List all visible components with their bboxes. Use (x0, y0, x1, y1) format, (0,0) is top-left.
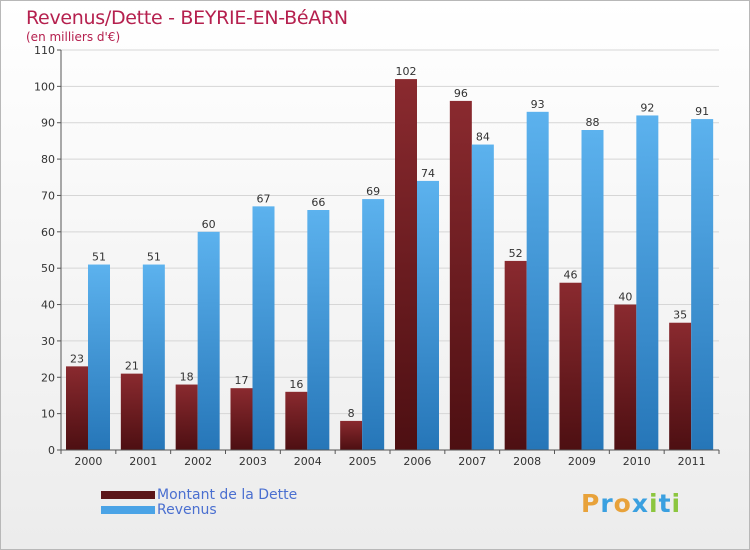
x-tick-label: 2000 (74, 455, 102, 468)
grid-lines (61, 49, 719, 451)
y-tick-label: 10 (41, 408, 55, 421)
y-tick-label: 80 (41, 153, 55, 166)
bar-dette (230, 388, 253, 450)
data-label: 66 (311, 196, 325, 209)
y-tick-label: 100 (34, 80, 55, 93)
data-label: 69 (366, 185, 380, 198)
x-tick-label: 2009 (568, 455, 596, 468)
x-tick-label: 2001 (129, 455, 157, 468)
x-tick-label: 2008 (513, 455, 541, 468)
bar-dette (395, 79, 417, 450)
y-tick-label: 40 (41, 299, 55, 312)
data-label: 16 (289, 378, 303, 391)
chart-title: Revenus/Dette - BEYRIE-EN-BéARN (26, 7, 348, 29)
x-axis: 2000 2001 2002 2003 2004 2005 2006 2007 2008 2009… (60, 449, 720, 468)
data-label: 67 (257, 192, 271, 205)
y-tick-label: 70 (41, 189, 55, 202)
data-label: 21 (125, 360, 139, 373)
data-label: 74 (421, 167, 435, 180)
bar-revenus (88, 264, 110, 450)
legend-swatch-dette (101, 490, 155, 499)
data-labels: 23 51 21 51 18 60 17 67 16 66 8 69 102 74 96 84 52 93 46 88… (70, 65, 709, 420)
data-label: 35 (673, 309, 687, 322)
data-label: 17 (235, 374, 249, 387)
y-tick-label: 0 (48, 444, 55, 457)
bar-dette (449, 100, 472, 450)
data-label: 96 (454, 87, 468, 100)
bar-dette (559, 282, 582, 450)
bar-dette (614, 304, 637, 450)
bar-revenus (636, 115, 659, 451)
bar-revenus (417, 180, 439, 450)
data-label: 40 (618, 291, 632, 304)
bar-revenus (362, 199, 385, 450)
legend-item-revenus: Revenus (101, 501, 297, 518)
x-tick-label: 2005 (349, 455, 377, 468)
data-label: 92 (640, 101, 654, 114)
bar-revenus (526, 111, 549, 451)
data-label: 51 (92, 251, 106, 264)
x-tick-label: 2011 (678, 455, 706, 468)
bar-revenus (197, 231, 220, 450)
logo-letter: i (671, 489, 682, 518)
data-label: 102 (396, 65, 417, 78)
y-tick-label: 20 (41, 371, 55, 384)
logo-letter: t (658, 489, 672, 518)
y-tick-label: 60 (41, 226, 55, 239)
data-label: 18 (180, 371, 194, 384)
bar-dette (669, 322, 692, 450)
data-label: 51 (147, 251, 161, 264)
y-tick-label: 110 (34, 44, 55, 57)
x-tick-label: 2010 (623, 455, 651, 468)
data-label: 84 (476, 131, 490, 144)
bar-revenus (307, 210, 330, 450)
legend-item-dette: Montant de la Dette (101, 486, 298, 503)
x-tick-label: 2007 (458, 455, 486, 468)
bar-dette (504, 260, 527, 450)
x-tick-label: 2003 (239, 455, 267, 468)
x-tick-label: 2002 (184, 455, 212, 468)
bars-group (66, 79, 714, 451)
x-tick-label: 2006 (403, 455, 431, 468)
bar-dette (340, 420, 363, 450)
legend: Montant de la Dette Revenus (101, 486, 298, 518)
data-label: 23 (70, 352, 84, 365)
bar-revenus (142, 264, 165, 450)
logo-letter: x (631, 489, 649, 518)
chart-subtitle: (en milliers d'€) (26, 30, 121, 44)
y-tick-label: 90 (41, 117, 55, 130)
bar-dette (175, 384, 198, 450)
data-label: 46 (564, 269, 578, 282)
bar-revenus (252, 206, 275, 450)
x-tick-label: 2004 (294, 455, 322, 468)
data-label: 60 (202, 218, 216, 231)
data-label: 93 (531, 98, 545, 111)
logo-letter: P (581, 489, 601, 518)
legend-label-revenus: Revenus (157, 501, 217, 518)
logo-letter: r (600, 489, 614, 518)
data-label: 88 (586, 116, 600, 129)
y-tick-label: 50 (41, 262, 55, 275)
bar-revenus (471, 144, 494, 450)
data-label: 91 (695, 105, 709, 118)
bar-dette (120, 373, 143, 450)
bar-revenus (691, 119, 714, 450)
data-label: 8 (348, 407, 355, 420)
data-label: 52 (509, 247, 523, 260)
bar-dette (66, 366, 88, 450)
bar-dette (285, 391, 308, 450)
logo-letter: o (613, 489, 632, 518)
legend-swatch-revenus (101, 505, 155, 514)
legend-label-dette: Montant de la Dette (157, 486, 298, 503)
bar-revenus (581, 130, 604, 450)
y-axis: 0 10 20 30 40 50 60 70 80 90 100 110 (34, 44, 62, 457)
proxiti-logo: Proxiti (581, 489, 681, 518)
y-tick-label: 30 (41, 335, 55, 348)
logo-letter: i (649, 489, 659, 518)
